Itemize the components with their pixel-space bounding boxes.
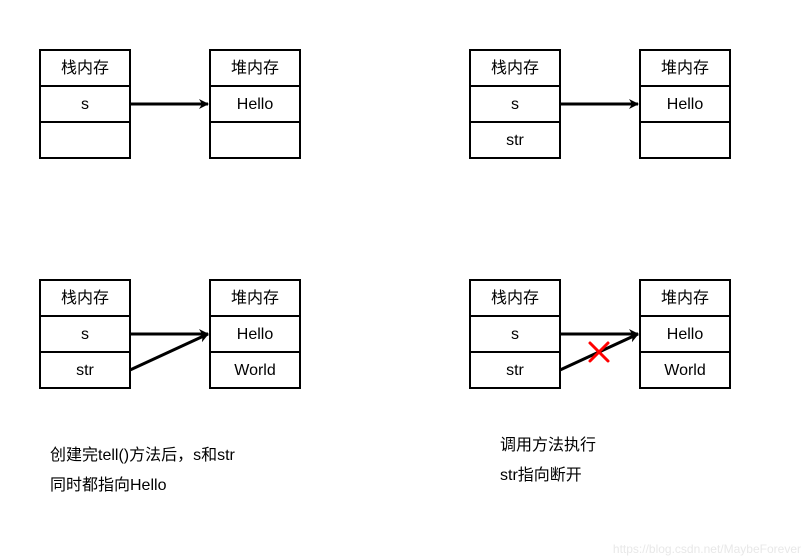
bottom_left-stack-box-row-2: str xyxy=(76,362,94,379)
top_right-heap-box: 堆内存 Hello xyxy=(640,50,730,158)
bottom_right-stack-box-row-1: s xyxy=(511,326,519,343)
top_right-stack-box-row-1: s xyxy=(511,96,519,113)
caption-bottom-left-1: 创建完tell()方法后，s和str xyxy=(50,446,236,464)
bottom_left-heap-box-row-1: Hello xyxy=(237,326,274,343)
bottom_right-stack-box-row-2: str xyxy=(506,362,524,379)
bottom_right-heap-box-row-0: 堆内存 xyxy=(661,289,709,307)
top_left-heap-box-row-1: Hello xyxy=(237,96,274,113)
bottom_right-stack-box-row-0: 栈内存 xyxy=(491,289,539,307)
caption-bottom-right-1: 调用方法执行 xyxy=(500,436,596,454)
bottom_right-heap-box: 堆内存 Hello World xyxy=(640,280,730,388)
top_left-stack-box-row-1: s xyxy=(81,96,89,113)
bottom_left-heap-box: 堆内存 Hello World xyxy=(210,280,300,388)
watermark: https://blog.csdn.net/MaybeForever xyxy=(613,542,801,556)
bottom_left-heap-box-row-2: World xyxy=(234,362,276,379)
top_left-stack-box: 栈内存 s xyxy=(40,50,130,158)
memory-diagram: 栈内存 s 堆内存 Hello 栈内存 s str 堆内存 Hello 栈内存 s str 堆内存 Hel… xyxy=(0,0,809,559)
bottom_left-heap-box-row-0: 堆内存 xyxy=(231,289,279,307)
bottom_left-stack-box-row-1: s xyxy=(81,326,89,343)
top_right-stack-box: 栈内存 s str xyxy=(470,50,560,158)
top_right-heap-box-row-1: Hello xyxy=(667,96,704,113)
top_right-stack-box-row-2: str xyxy=(506,132,524,149)
bottom_right-heap-box-row-1: Hello xyxy=(667,326,704,343)
caption-bottom-left-2: 同时都指向Hello xyxy=(50,476,167,494)
bottom_left-stack-box: 栈内存 s str xyxy=(40,280,130,388)
bottom_left-stack-box-row-0: 栈内存 xyxy=(61,289,109,307)
top_right-heap-box-row-0: 堆内存 xyxy=(661,59,709,77)
top_left-stack-box-row-0: 栈内存 xyxy=(61,59,109,77)
top_left-heap-box: 堆内存 Hello xyxy=(210,50,300,158)
bottom_left-arrow xyxy=(130,334,208,370)
bottom_right-heap-box-row-2: World xyxy=(664,362,706,379)
bottom_right-stack-box: 栈内存 s str xyxy=(470,280,560,388)
caption-bottom-right-2: str指向断开 xyxy=(500,466,582,484)
top_right-stack-box-row-0: 栈内存 xyxy=(491,59,539,77)
top_left-heap-box-row-0: 堆内存 xyxy=(231,59,279,77)
